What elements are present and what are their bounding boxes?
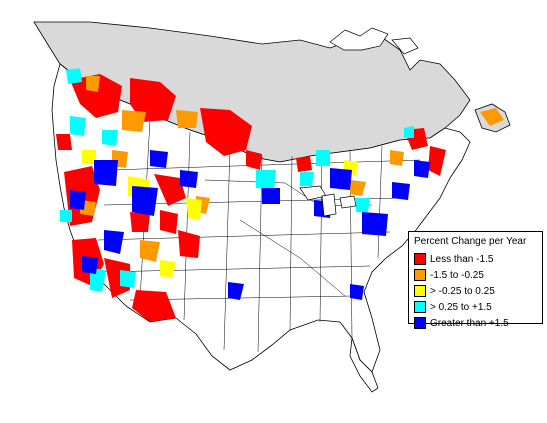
legend-item-pos-0-25-to-1-5: > 0.25 to +1.5 [414, 299, 537, 315]
legend-swatch-orange [414, 269, 426, 281]
great-lakes-outline [299, 185, 357, 217]
legend-label: Greater than +1.5 [430, 317, 509, 329]
map-legend: Percent Change per Year Less than -1.5 -… [408, 231, 543, 329]
legend-item-less-than-neg-1-5: Less than -1.5 [414, 251, 537, 267]
arctic-islands-outline [329, 27, 419, 55]
legend-item-neg-1-5-to-neg-0-25: -1.5 to -0.25 [414, 267, 537, 283]
florida-outline [349, 337, 379, 393]
orange-trend-patches [80, 76, 504, 262]
red-trend-patches [56, 74, 446, 322]
legend-item-neg-0-25-to-0-25: > -0.25 to 0.25 [414, 283, 537, 299]
legend-label: Less than -1.5 [430, 253, 494, 265]
blue-trend-patches [70, 150, 430, 300]
legend-label: > 0.25 to +1.5 [430, 301, 492, 313]
legend-swatch-yellow [414, 285, 426, 297]
legend-title: Percent Change per Year [414, 236, 527, 247]
legend-label: > -0.25 to 0.25 [430, 285, 495, 297]
legend-label: -1.5 to -0.25 [430, 269, 484, 281]
cyan-trend-patches [60, 68, 414, 292]
legend-swatch-cyan [414, 301, 426, 313]
legend-item-greater-than-1-5: Greater than +1.5 [414, 315, 537, 331]
legend-swatch-blue [414, 317, 426, 329]
legend-swatch-red [414, 253, 426, 265]
